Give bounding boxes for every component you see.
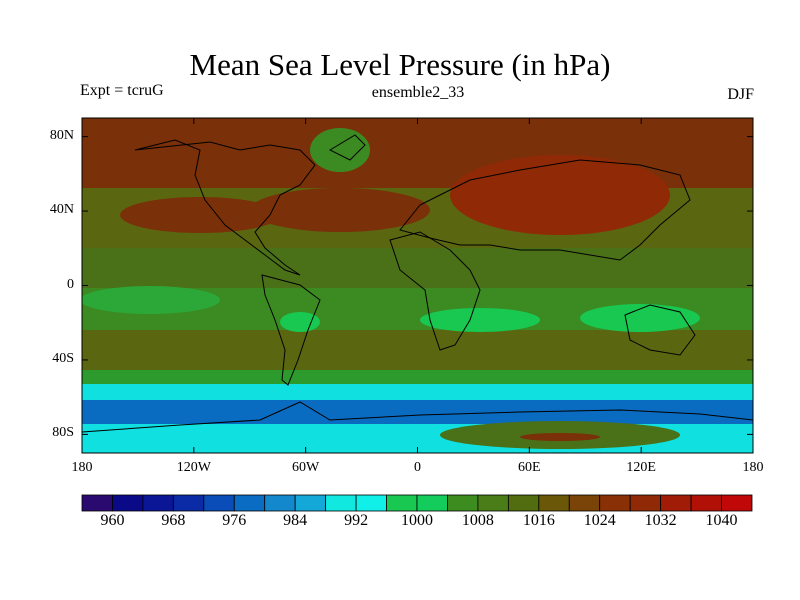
axis-ticks (81, 118, 754, 453)
coastlines (82, 134, 753, 433)
south-pacific-patch (82, 286, 220, 314)
colorbar-swatch (81, 494, 113, 512)
colorbar (81, 494, 753, 512)
colorbar-swatch (325, 494, 357, 512)
colorbar-label: 968 (161, 512, 186, 529)
australia-coast (624, 304, 696, 356)
season-label: DJF (727, 86, 754, 103)
greenland-low (310, 128, 370, 172)
australia-patch (580, 304, 700, 332)
colorbar-swatch (294, 494, 327, 512)
lon-tick-label: 180 (742, 460, 764, 475)
eurasia-coast (399, 159, 691, 261)
siberian-high (450, 155, 670, 235)
colorbar-swatch (112, 494, 144, 512)
page-title: Mean Sea Level Pressure (in hPa) (189, 47, 611, 82)
colorbar-swatch (172, 494, 205, 512)
north-america-coast (134, 139, 316, 276)
greenland-coast (328, 134, 366, 161)
colorbar-swatch (568, 494, 601, 512)
colorbar-swatch (264, 494, 296, 512)
lat-tick-label: 80S (52, 425, 74, 441)
colorbar-label: 976 (222, 512, 247, 529)
lon-tick-label: 120E (626, 460, 656, 475)
colorbar-label: 1032 (644, 512, 677, 529)
colorbar-label: 1000 (401, 512, 433, 529)
colorbar-swatch (447, 494, 479, 512)
colorbar-swatch (416, 494, 448, 512)
antarctic-core (520, 433, 600, 441)
colorbar-label: 984 (283, 512, 308, 529)
colorbar-swatch (721, 494, 753, 512)
colorbar-label: 1040 (705, 512, 738, 529)
south-atlantic-patch (280, 312, 320, 332)
lon-tick-label: 60W (292, 460, 320, 475)
pressure-field (82, 118, 753, 453)
band-tropics (82, 248, 753, 288)
band-south-cyan (82, 384, 753, 400)
colorbar-swatch (538, 494, 570, 512)
atlantic-high (250, 188, 430, 232)
colorbar-swatch (507, 494, 540, 512)
lat-tick-label: 40N (49, 202, 74, 218)
colorbar-label: 1008 (461, 512, 494, 529)
experiment-label: Expt = tcruG (80, 82, 164, 99)
colorbar-swatch (142, 494, 174, 512)
lon-tick-label: 60E (518, 460, 541, 475)
lon-tick-label: 180 (71, 460, 93, 475)
colorbar-label: 1016 (522, 512, 555, 529)
colorbar-swatch (386, 494, 418, 512)
lat-tick-label: 40S (52, 350, 74, 366)
band-south-low (82, 400, 753, 424)
lon-tick-label: 0 (414, 460, 421, 475)
colorbar-label: 1024 (583, 512, 616, 529)
lat-tick-label: 80N (49, 127, 74, 143)
colorbar-swatch (690, 494, 722, 512)
band-south-subtropic (82, 330, 753, 370)
pacific-high (120, 197, 280, 233)
colorbar-swatch (355, 494, 387, 512)
colorbar-swatch (599, 494, 631, 512)
south-america-coast (261, 274, 321, 386)
lat-tick-label: 0 (67, 276, 74, 292)
band-south-transition (82, 370, 753, 384)
colorbar-swatch (233, 494, 266, 512)
ensemble-label: ensemble2_33 (371, 84, 465, 101)
lon-tick-label: 120W (176, 460, 211, 475)
colorbar-swatch (477, 494, 509, 512)
indian-patch (420, 308, 540, 332)
colorbar-label: 960 (100, 512, 125, 529)
colorbar-swatch (203, 494, 235, 512)
colorbar-label: 992 (344, 512, 369, 529)
antarctica-coast (82, 401, 753, 433)
colorbar-swatch (629, 494, 662, 512)
africa-coast (389, 231, 481, 351)
colorbar-swatch (660, 494, 692, 512)
